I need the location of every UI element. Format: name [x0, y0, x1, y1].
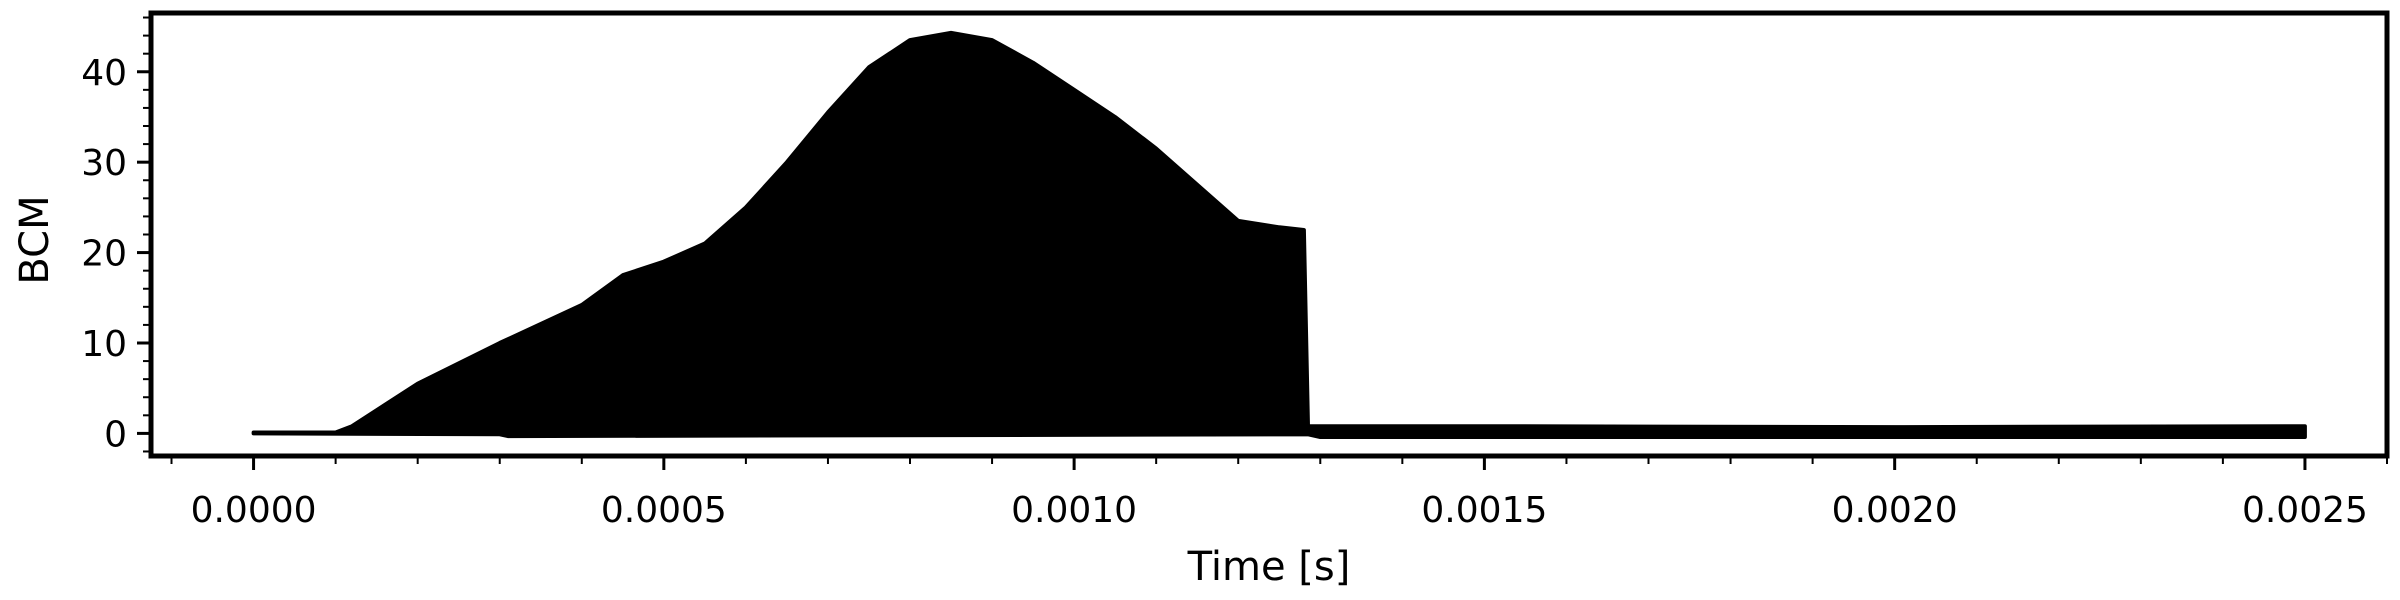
x-tick-label: 0.0010 — [1011, 490, 1137, 531]
series-0-area — [251, 30, 2307, 439]
data-layer — [251, 30, 2307, 439]
y-tick-label: 20 — [81, 234, 127, 275]
y-tick-label: 0 — [104, 414, 127, 455]
x-tick-label: 0.0025 — [2242, 490, 2368, 531]
x-axis-label: Time [s] — [1187, 544, 1351, 590]
x-tick-label: 0.0005 — [601, 490, 727, 531]
y-tick-label: 30 — [81, 143, 127, 184]
x-tick-label: 0.0020 — [1832, 490, 1958, 531]
y-tick-label: 40 — [81, 53, 127, 94]
x-axis: 0.0000 0.0005 0.0010 0.0015 0.0020 0.0025 — [170, 456, 2388, 531]
x-tick-label: 0.0015 — [1421, 490, 1547, 531]
x-tick-label: 0.0000 — [191, 490, 317, 531]
y-tick-label: 10 — [81, 324, 127, 365]
y-axis-label: BCM — [12, 195, 58, 284]
y-axis: 0 10 20 30 40 — [81, 16, 151, 455]
